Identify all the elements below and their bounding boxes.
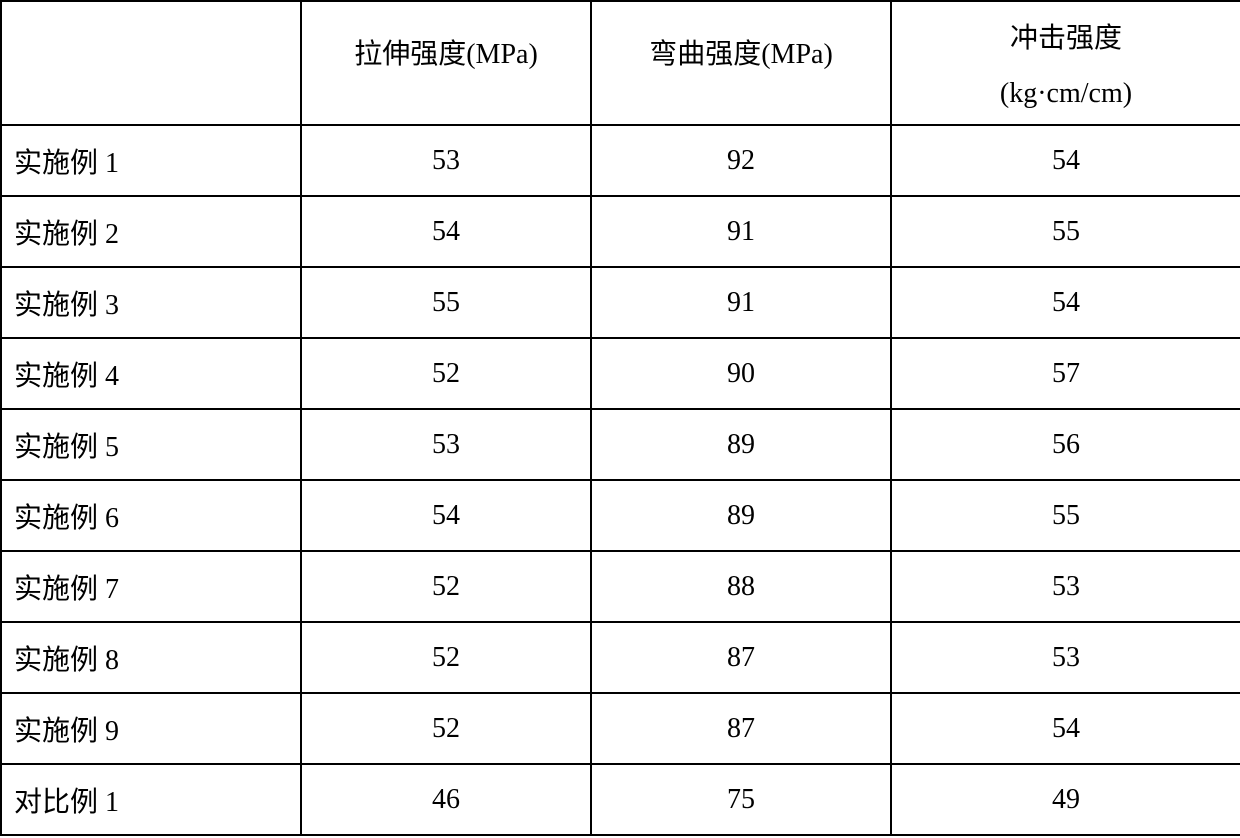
- row-label: 实施例 7: [1, 551, 301, 622]
- cell-impact: 55: [891, 480, 1240, 551]
- cell-impact: 55: [891, 196, 1240, 267]
- table-row: 实施例 3 55 91 54: [1, 267, 1240, 338]
- header-empty: [1, 1, 301, 125]
- header-label: 弯曲强度(MPa): [592, 32, 890, 72]
- table-row: 实施例 5 53 89 56: [1, 409, 1240, 480]
- cell-bending: 90: [591, 338, 891, 409]
- row-label: 对比例 1: [1, 764, 301, 835]
- table-body: 实施例 1 53 92 54 实施例 2 54 91 55 实施例 3 55 9…: [1, 125, 1240, 835]
- cell-bending: 87: [591, 693, 891, 764]
- row-label: 实施例 2: [1, 196, 301, 267]
- cell-impact: 54: [891, 693, 1240, 764]
- cell-tensile: 54: [301, 480, 591, 551]
- row-label: 实施例 3: [1, 267, 301, 338]
- cell-tensile: 55: [301, 267, 591, 338]
- material-properties-table: 拉伸强度(MPa) 弯曲强度(MPa) 冲击强度 (kg·cm/cm) 实施例 …: [0, 0, 1240, 836]
- table-row: 实施例 4 52 90 57: [1, 338, 1240, 409]
- row-label: 实施例 5: [1, 409, 301, 480]
- cell-tensile: 52: [301, 622, 591, 693]
- header-bending-strength: 弯曲强度(MPa): [591, 1, 891, 125]
- cell-bending: 91: [591, 267, 891, 338]
- table-row: 实施例 1 53 92 54: [1, 125, 1240, 196]
- cell-impact: 56: [891, 409, 1240, 480]
- table-row: 实施例 9 52 87 54: [1, 693, 1240, 764]
- table-row: 实施例 6 54 89 55: [1, 480, 1240, 551]
- cell-bending: 89: [591, 409, 891, 480]
- cell-bending: 75: [591, 764, 891, 835]
- cell-impact: 53: [891, 622, 1240, 693]
- cell-tensile: 53: [301, 125, 591, 196]
- cell-impact: 53: [891, 551, 1240, 622]
- row-label: 实施例 4: [1, 338, 301, 409]
- cell-tensile: 53: [301, 409, 591, 480]
- row-label: 实施例 8: [1, 622, 301, 693]
- cell-bending: 88: [591, 551, 891, 622]
- row-label: 实施例 9: [1, 693, 301, 764]
- cell-tensile: 52: [301, 551, 591, 622]
- header-impact-strength: 冲击强度 (kg·cm/cm): [891, 1, 1240, 125]
- row-label: 实施例 1: [1, 125, 301, 196]
- table-row: 实施例 8 52 87 53: [1, 622, 1240, 693]
- cell-impact: 54: [891, 125, 1240, 196]
- header-label-line1: 冲击强度: [892, 16, 1240, 56]
- cell-bending: 89: [591, 480, 891, 551]
- cell-impact: 54: [891, 267, 1240, 338]
- table-row: 实施例 2 54 91 55: [1, 196, 1240, 267]
- table-row: 实施例 7 52 88 53: [1, 551, 1240, 622]
- cell-bending: 91: [591, 196, 891, 267]
- header-label: 拉伸强度(MPa): [302, 32, 590, 72]
- cell-impact: 49: [891, 764, 1240, 835]
- cell-bending: 87: [591, 622, 891, 693]
- table-header-row: 拉伸强度(MPa) 弯曲强度(MPa) 冲击强度 (kg·cm/cm): [1, 1, 1240, 125]
- table-row: 对比例 1 46 75 49: [1, 764, 1240, 835]
- cell-tensile: 46: [301, 764, 591, 835]
- header-label-line2: (kg·cm/cm): [892, 78, 1240, 110]
- cell-bending: 92: [591, 125, 891, 196]
- row-label: 实施例 6: [1, 480, 301, 551]
- cell-tensile: 52: [301, 338, 591, 409]
- header-tensile-strength: 拉伸强度(MPa): [301, 1, 591, 125]
- cell-tensile: 52: [301, 693, 591, 764]
- cell-tensile: 54: [301, 196, 591, 267]
- cell-impact: 57: [891, 338, 1240, 409]
